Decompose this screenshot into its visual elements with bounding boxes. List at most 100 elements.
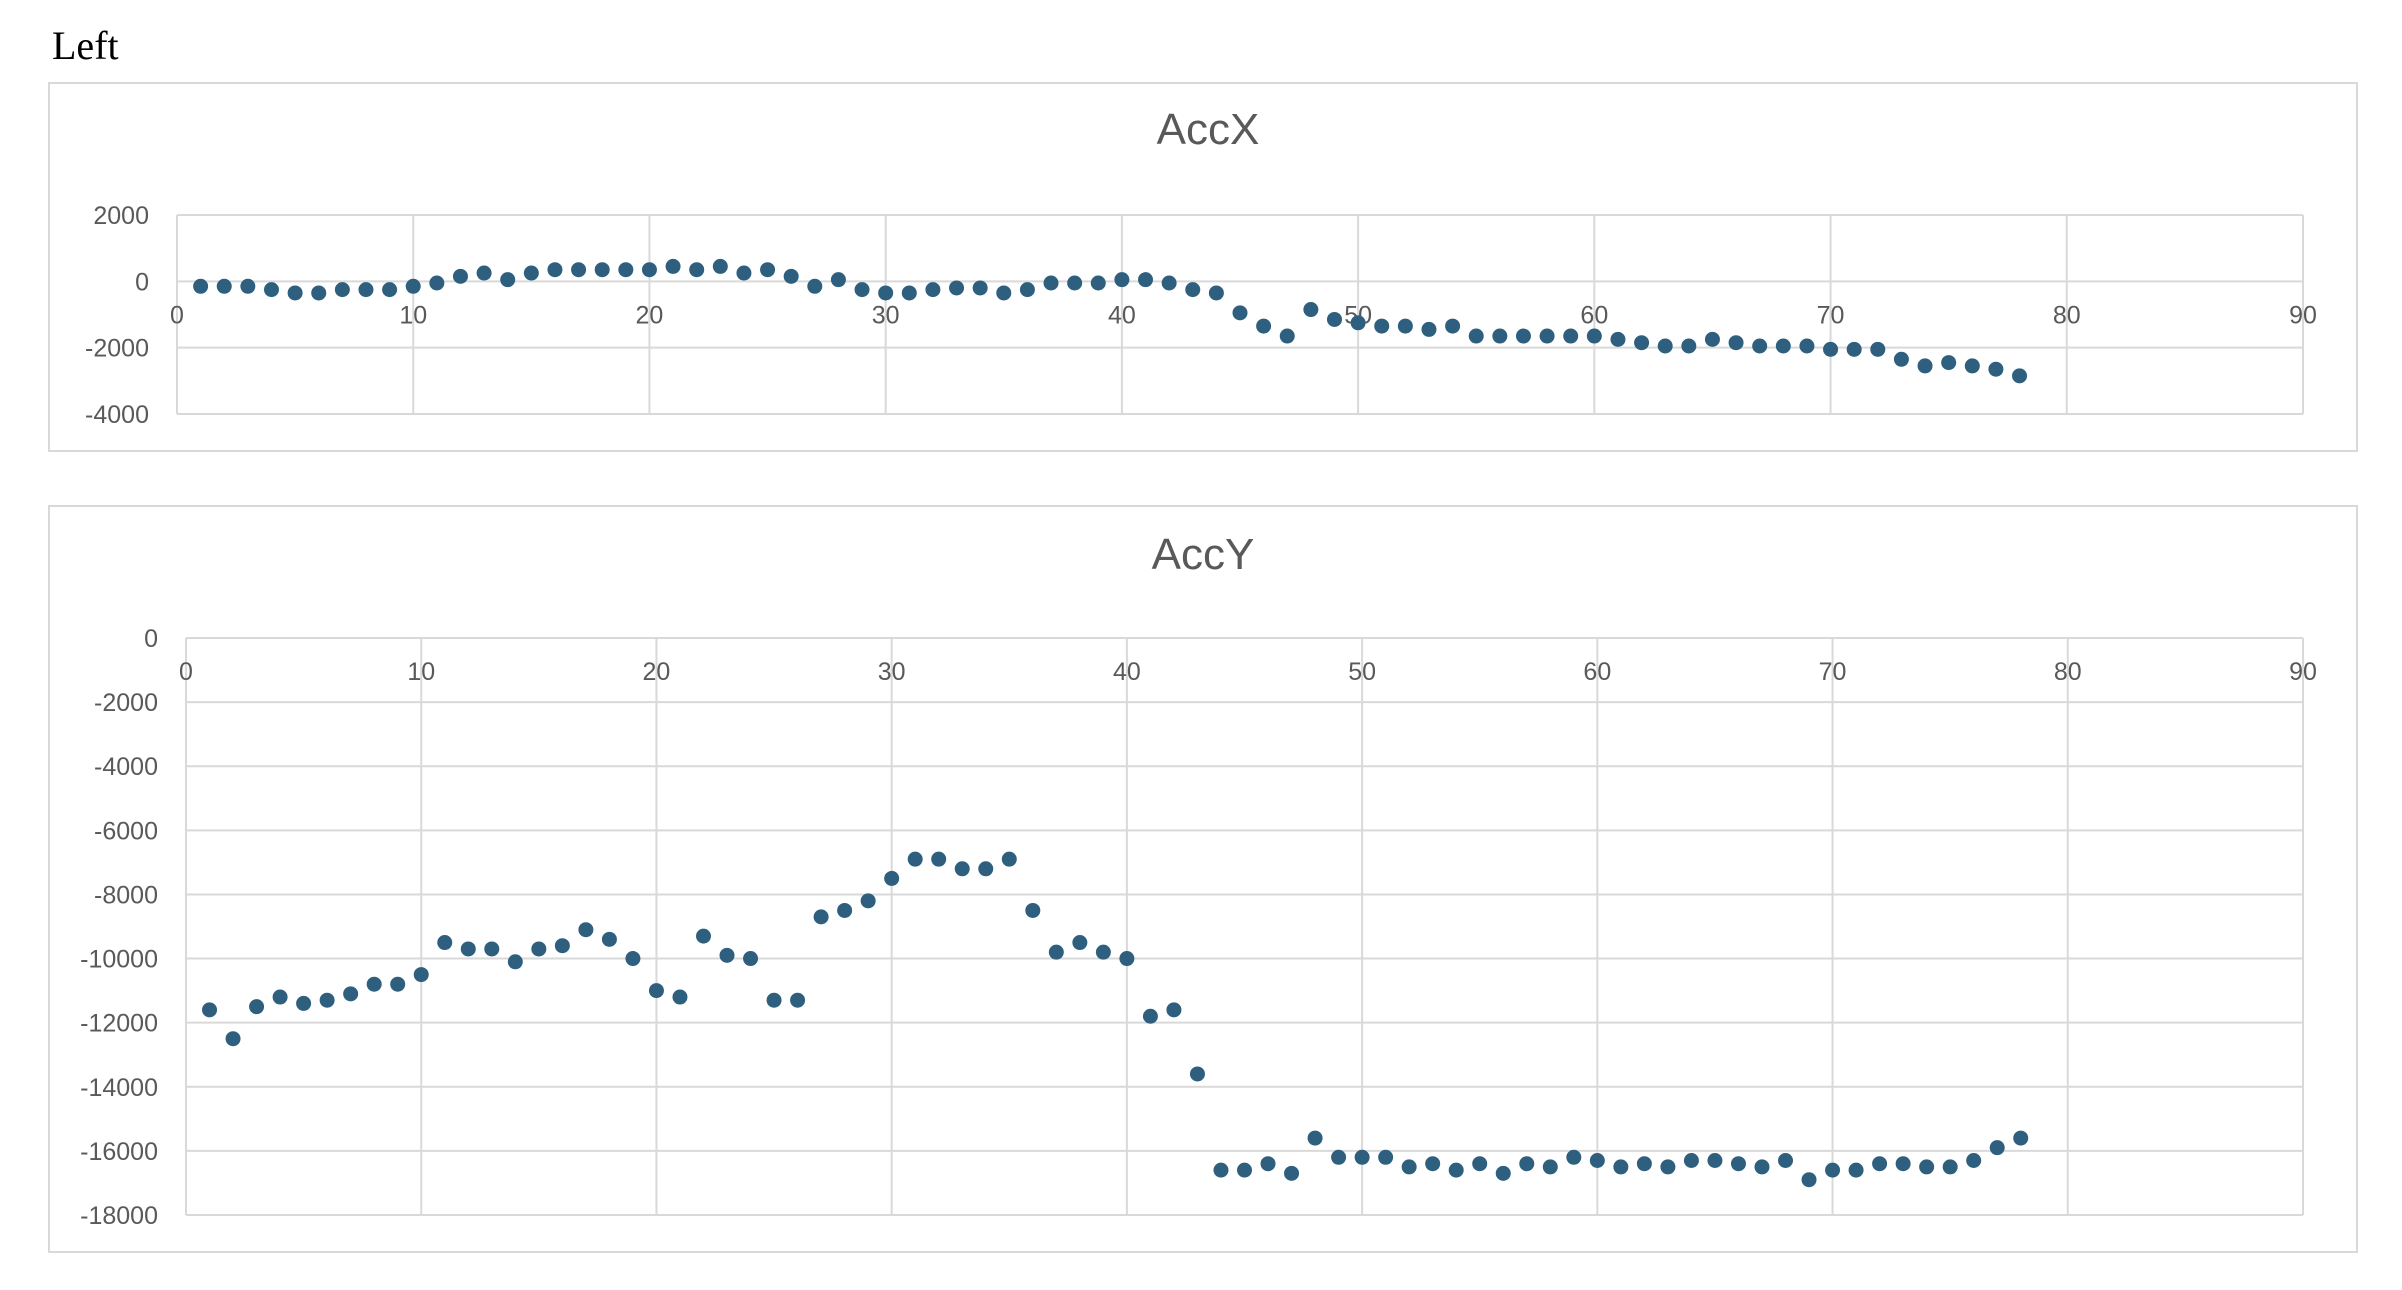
accy-x-tick-label: 0	[179, 658, 193, 686]
accy-data-point	[202, 1002, 218, 1018]
accx-data-point	[1870, 341, 1886, 357]
accy-data-point	[931, 851, 947, 867]
accy-data-point	[1189, 1066, 1205, 1082]
accx-data-point	[1350, 315, 1366, 331]
accy-data-point	[1942, 1159, 1958, 1175]
accx-data-point	[1704, 331, 1720, 347]
accx-data-point	[1681, 338, 1697, 354]
accx-data-point	[216, 278, 232, 294]
accy-data-point	[343, 986, 359, 1002]
accx-x-tick-label: 20	[636, 301, 664, 329]
accy-data-point	[460, 941, 476, 957]
accx-data-point	[1515, 328, 1531, 344]
accx-data-point	[1941, 355, 1957, 371]
accy-data-point	[531, 941, 547, 957]
accy-data-point	[813, 909, 829, 925]
accx-data-point	[854, 282, 870, 298]
accy-y-tick-label: -10000	[80, 946, 158, 974]
accy-data-point	[648, 983, 664, 999]
accx-data-point	[949, 280, 965, 296]
accy-data-point	[1378, 1149, 1394, 1165]
accx-data-point	[452, 268, 468, 284]
accy-data-point	[1872, 1156, 1888, 1172]
accx-data-point	[1019, 282, 1035, 298]
accx-data-point	[594, 262, 610, 278]
accy-data-point	[1025, 902, 1041, 918]
accx-data-point	[878, 285, 894, 301]
accy-x-tick-label: 40	[1113, 658, 1141, 686]
accx-data-point	[1090, 275, 1106, 291]
accy-data-point	[1613, 1159, 1629, 1175]
accy-data-point	[1848, 1162, 1864, 1178]
accx-data-point	[1303, 302, 1319, 318]
accx-data-point	[783, 268, 799, 284]
accy-x-tick-label: 30	[878, 658, 906, 686]
accy-data-point	[1331, 1149, 1347, 1165]
accx-data-point	[1823, 341, 1839, 357]
accy-data-point	[1542, 1159, 1558, 1175]
accy-data-point	[1495, 1165, 1511, 1181]
accx-data-point	[1067, 275, 1083, 291]
accx-data-point	[1752, 338, 1768, 354]
accx-data-point	[712, 258, 728, 274]
accx-x-tick-label: 60	[1580, 301, 1608, 329]
accx-data-point	[405, 278, 421, 294]
accx-data-point	[641, 262, 657, 278]
accx-data-point	[263, 282, 279, 298]
accx-data-point	[1893, 351, 1909, 367]
accy-data-point	[1895, 1156, 1911, 1172]
accx-data-point	[689, 262, 705, 278]
accx-data-point	[547, 262, 563, 278]
accy-data-point	[272, 989, 288, 1005]
accy-chart-panel: AccY 0 -2000 -4000 -6000 -8000 -10000 -12000 -14…	[48, 505, 2358, 1253]
accx-data-point	[1185, 282, 1201, 298]
accy-data-point	[1754, 1159, 1770, 1175]
accy-data-point	[296, 995, 312, 1011]
accy-data-point	[790, 992, 806, 1008]
accy-data-point	[1636, 1156, 1652, 1172]
accx-y-tick-label: -4000	[85, 401, 149, 429]
accy-x-tick-label: 50	[1348, 658, 1376, 686]
accx-data-point	[1586, 328, 1602, 344]
accx-data-point	[334, 282, 350, 298]
accy-x-tick-label: 20	[643, 658, 671, 686]
accx-data-point	[1657, 338, 1673, 354]
accx-data-point	[1445, 318, 1461, 334]
accy-x-tick-label: 60	[1583, 658, 1611, 686]
accy-data-point	[1307, 1130, 1323, 1146]
accx-data-point	[736, 265, 752, 281]
accy-data-point	[954, 861, 970, 877]
accx-data-point	[193, 278, 209, 294]
accy-chart-title: AccY	[1152, 530, 1255, 579]
accy-data-point	[837, 902, 853, 918]
accy-x-tick-label: 90	[2289, 658, 2317, 686]
accy-data-point	[1401, 1159, 1417, 1175]
accy-data-point	[1142, 1008, 1158, 1024]
accx-data-point	[1043, 275, 1059, 291]
accx-data-point	[1775, 338, 1791, 354]
accy-data-point	[1566, 1149, 1582, 1165]
accx-data-point	[1610, 331, 1626, 347]
accx-data-point	[1232, 305, 1248, 321]
accx-data-point	[618, 262, 634, 278]
accy-y-tick-label: -2000	[94, 689, 158, 717]
accy-data-point	[2013, 1130, 2029, 1146]
accy-data-point	[601, 931, 617, 947]
accx-data-point	[972, 280, 988, 296]
accy-data-point	[319, 992, 335, 1008]
accy-data-point	[860, 893, 876, 909]
accx-data-point	[2012, 368, 2028, 384]
accy-data-point	[225, 1031, 241, 1047]
accy-data-point	[1989, 1140, 2005, 1156]
accx-data-point	[500, 272, 516, 288]
accy-y-tick-label: 0	[144, 625, 158, 653]
accx-data-point	[1728, 335, 1744, 351]
accy-data-point	[1260, 1156, 1276, 1172]
accx-data-point	[1421, 321, 1437, 337]
accy-y-tick-label: -4000	[94, 753, 158, 781]
accy-y-tick-label: -14000	[80, 1074, 158, 1102]
accy-data-point	[1707, 1153, 1723, 1169]
accy-data-point	[1166, 1002, 1182, 1018]
